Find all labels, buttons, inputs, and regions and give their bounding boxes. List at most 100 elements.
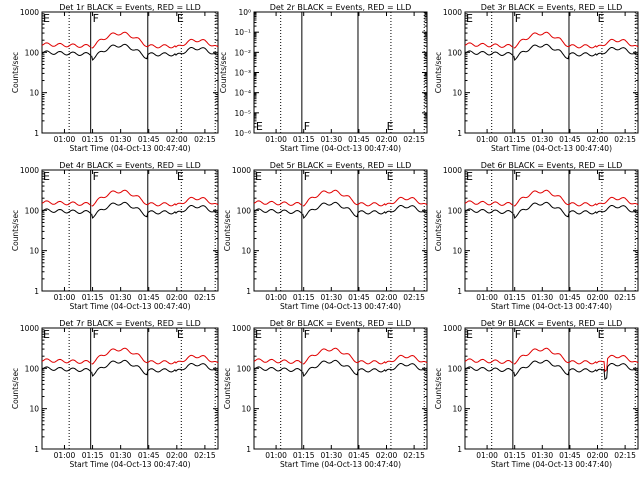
y-tick-label: 10⁻⁶ xyxy=(234,129,251,138)
marker-f: F xyxy=(304,120,310,133)
x-tick-label: 02:00 xyxy=(376,293,398,302)
x-tick-label: 01:45 xyxy=(559,451,581,460)
lld-series-line xyxy=(357,360,387,365)
lld-series-line xyxy=(385,354,428,364)
marker-f: F xyxy=(515,328,521,341)
x-tick-label: 02:15 xyxy=(614,293,636,302)
marker-f: F xyxy=(304,170,310,183)
x-tick-label: 01:45 xyxy=(559,135,581,144)
events-series-line xyxy=(568,210,598,215)
lld-series-line xyxy=(175,38,219,48)
marker-e: E xyxy=(255,328,262,341)
y-tick-label: 1000 xyxy=(443,166,462,175)
y-tick-label: 1 xyxy=(34,287,39,296)
y-tick-label: 10⁻¹ xyxy=(234,28,251,37)
x-tick-label: 01:45 xyxy=(138,451,160,460)
marker-e: E xyxy=(177,12,184,25)
y-axis-label: Counts/sec xyxy=(434,52,443,93)
chart-panel-8: Det 8r BLACK = Events, RED = LLD 01:00 01:… xyxy=(223,319,428,469)
marker-e: E xyxy=(466,328,473,341)
x-tick-label: 01:00 xyxy=(265,135,287,144)
events-series-line xyxy=(41,366,91,373)
lld-series-line xyxy=(464,42,514,48)
x-tick-label: 01:45 xyxy=(138,135,160,144)
marker-f: F xyxy=(515,170,521,183)
events-series-line xyxy=(464,366,514,373)
x-axis-label: Start Time (04-Oct-13 00:47:40) xyxy=(69,302,190,311)
x-tick-label: 02:00 xyxy=(166,451,188,460)
y-tick-label: 10 xyxy=(29,247,39,256)
y-axis-label: Counts/sec xyxy=(219,52,228,93)
y-tick-label: 100 xyxy=(25,364,40,373)
x-axis-label: Start Time (04-Oct-13 00:47:40) xyxy=(491,460,612,469)
marker-e: E xyxy=(466,170,473,183)
x-tick-label: 01:00 xyxy=(265,451,287,460)
events-series-line xyxy=(147,368,177,373)
x-tick-label: 01:30 xyxy=(531,451,553,460)
marker-e: E xyxy=(255,170,262,183)
x-tick-label: 02:15 xyxy=(194,451,216,460)
x-axis-label: Start Time (04-Oct-13 00:47:40) xyxy=(491,302,612,311)
y-tick-label: 100 xyxy=(237,206,252,215)
y-tick-label: 1000 xyxy=(232,324,251,333)
lld-series-line xyxy=(253,200,303,206)
events-series-line xyxy=(464,50,514,57)
lld-series-line xyxy=(175,354,219,364)
events-series-line xyxy=(464,208,514,215)
y-tick-label: 10 xyxy=(452,405,462,414)
y-tick-label: 10⁻³ xyxy=(234,69,251,78)
chart-panel-6: Det 6r BLACK = Events, RED = LLD 01:00 01:… xyxy=(434,161,639,311)
lld-series-line xyxy=(91,31,148,49)
chart-title: Det 8r BLACK = Events, RED = LLD xyxy=(270,319,412,328)
marker-f: F xyxy=(304,328,310,341)
x-tick-label: 02:00 xyxy=(166,293,188,302)
events-series-line xyxy=(385,205,428,214)
marker-f: F xyxy=(515,12,521,25)
y-tick-label: 10⁻² xyxy=(234,48,251,57)
lld-series-line xyxy=(41,200,91,206)
lld-series-line xyxy=(41,358,91,364)
x-tick-label: 02:15 xyxy=(403,451,425,460)
chart-title: Det 6r BLACK = Events, RED = LLD xyxy=(481,161,623,170)
x-tick-label: 01:00 xyxy=(476,135,498,144)
x-tick-label: 02:00 xyxy=(166,135,188,144)
x-tick-label: 02:15 xyxy=(194,293,216,302)
events-series-line xyxy=(302,201,359,219)
x-tick-label: 02:15 xyxy=(614,135,636,144)
x-tick-label: 01:45 xyxy=(559,293,581,302)
events-series-line xyxy=(568,52,598,57)
y-tick-label: 1000 xyxy=(20,324,39,333)
events-series-line xyxy=(357,368,387,373)
events-series-line xyxy=(253,366,303,373)
events-series-line xyxy=(253,208,303,215)
y-tick-label: 1000 xyxy=(443,8,462,17)
events-series-line xyxy=(41,208,91,215)
y-tick-label: 10 xyxy=(29,405,39,414)
marker-f: F xyxy=(93,328,99,341)
y-axis-label: Counts/sec xyxy=(434,210,443,251)
events-series-line xyxy=(175,363,219,372)
y-tick-label: 1000 xyxy=(20,8,39,17)
y-tick-label: 1 xyxy=(34,445,39,454)
x-tick-label: 01:15 xyxy=(82,135,104,144)
x-tick-label: 01:15 xyxy=(504,135,526,144)
y-axis-label: Counts/sec xyxy=(434,368,443,409)
x-tick-label: 01:15 xyxy=(504,293,526,302)
y-axis-label: Counts/sec xyxy=(223,368,232,409)
events-series-line xyxy=(596,205,639,214)
lld-series-line xyxy=(513,31,569,49)
lld-series-line xyxy=(357,202,387,207)
lld-series-line xyxy=(596,196,639,206)
chart-title: Det 4r BLACK = Events, RED = LLD xyxy=(59,161,201,170)
lld-series-line xyxy=(513,189,569,207)
x-tick-label: 02:15 xyxy=(614,451,636,460)
marker-e: E xyxy=(43,170,50,183)
events-series-line xyxy=(385,363,428,372)
plot-frame xyxy=(464,327,639,450)
x-tick-label: 01:45 xyxy=(348,135,370,144)
y-tick-label: 10 xyxy=(452,89,462,98)
marker-e: E xyxy=(177,328,184,341)
plot-frame xyxy=(253,169,428,292)
x-tick-label: 02:00 xyxy=(587,451,609,460)
